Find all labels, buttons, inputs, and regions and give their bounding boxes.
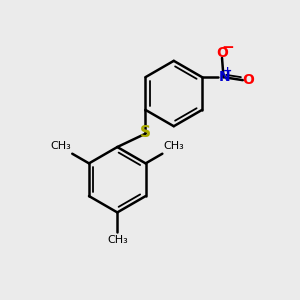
Text: O: O — [216, 46, 228, 59]
Text: N: N — [218, 70, 230, 84]
Text: +: + — [223, 66, 232, 76]
Text: CH₃: CH₃ — [50, 141, 71, 151]
Text: S: S — [140, 125, 151, 140]
Text: CH₃: CH₃ — [164, 141, 184, 151]
Text: CH₃: CH₃ — [107, 235, 128, 245]
Text: −: − — [222, 40, 234, 55]
Text: O: O — [242, 73, 254, 87]
